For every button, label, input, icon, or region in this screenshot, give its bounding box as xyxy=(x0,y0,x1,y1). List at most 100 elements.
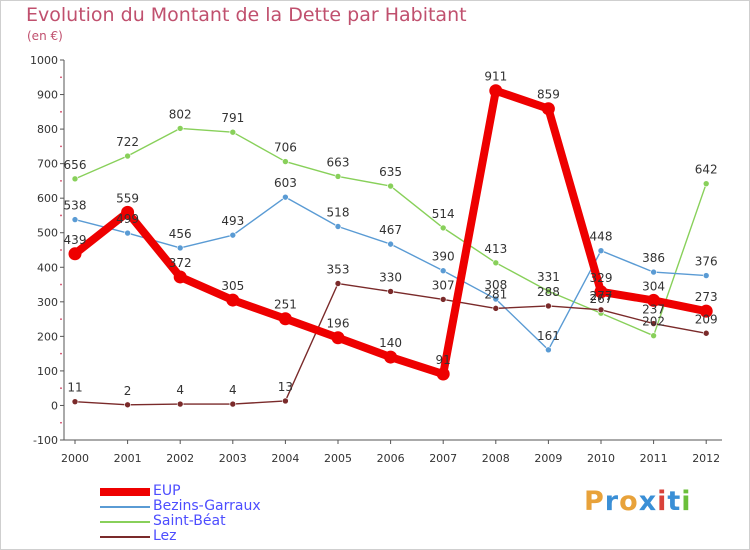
y-tick-label: -100 xyxy=(33,434,58,447)
data-label-lez: 237 xyxy=(642,303,665,317)
data-point-saint-b-at xyxy=(492,259,500,267)
data-point-eup xyxy=(278,312,292,326)
data-label-saint-b-at: 656 xyxy=(64,158,87,172)
data-label-bezins-garraux: 456 xyxy=(169,227,192,241)
data-label-lez: 11 xyxy=(67,381,82,395)
data-point-lez xyxy=(387,288,394,295)
logo-letter: i xyxy=(657,486,668,517)
x-tick-label: 2004 xyxy=(271,452,299,465)
data-point-saint-b-at xyxy=(71,175,79,183)
logo-letter: P xyxy=(584,486,605,517)
legend-item-lez: Lez xyxy=(100,528,350,544)
y-minor-tick xyxy=(60,283,62,286)
data-point-bezins-garraux xyxy=(439,267,447,275)
data-point-eup xyxy=(436,367,450,381)
data-point-saint-b-at xyxy=(334,173,342,180)
data-label-saint-b-at: 413 xyxy=(484,242,507,256)
x-tick-label: 2012 xyxy=(692,452,720,465)
data-label-lez: 4 xyxy=(176,383,184,397)
legend-item-saint-beat: Saint-Béat xyxy=(100,513,350,529)
legend: EUP Bezins-Garraux Saint-Béat Lez xyxy=(100,483,350,544)
y-tick-label: 700 xyxy=(37,158,58,171)
data-point-lez xyxy=(176,400,184,408)
data-point-lez xyxy=(71,398,79,405)
x-tick-label: 2010 xyxy=(587,452,615,465)
data-point-eup xyxy=(541,102,555,116)
data-label-bezins-garraux: 467 xyxy=(379,223,402,237)
x-tick-label: 2009 xyxy=(534,452,562,465)
data-point-saint-b-at xyxy=(282,158,289,165)
data-point-eup xyxy=(489,84,503,98)
data-label-bezins-garraux: 376 xyxy=(695,255,718,269)
y-tick-label: 400 xyxy=(37,261,58,274)
data-point-saint-b-at xyxy=(650,332,657,339)
data-label-eup: 911 xyxy=(484,70,507,84)
data-point-bezins-garraux xyxy=(492,295,500,303)
data-point-bezins-garraux xyxy=(334,223,342,230)
data-label-saint-b-at: 202 xyxy=(642,315,665,329)
y-tick-label: 300 xyxy=(37,296,58,309)
proxiti-logo: Proxiti xyxy=(584,486,692,517)
data-point-eup xyxy=(699,304,713,318)
data-point-eup xyxy=(594,285,608,299)
legend-label-bezins-garraux: Bezins-Garraux xyxy=(153,498,261,514)
chart-title: Evolution du Montant de la Dette par Hab… xyxy=(26,4,467,26)
data-label-bezins-garraux: 499 xyxy=(116,212,139,226)
data-label-eup: 140 xyxy=(379,336,402,350)
data-point-lez xyxy=(229,400,237,408)
y-minor-tick xyxy=(60,421,62,424)
data-label-bezins-garraux: 518 xyxy=(327,206,350,220)
data-label-saint-b-at: 706 xyxy=(274,141,297,155)
data-point-bezins-garraux xyxy=(702,272,710,279)
data-point-saint-b-at xyxy=(387,182,394,190)
data-point-eup xyxy=(384,350,398,364)
y-tick-label: 200 xyxy=(37,330,58,343)
data-label-saint-b-at: 791 xyxy=(221,111,244,125)
chart-subtitle: (en €) xyxy=(27,29,63,43)
data-point-lez xyxy=(439,296,447,303)
logo-letter: r xyxy=(604,486,620,517)
legend-swatch-saint-beat xyxy=(100,521,150,523)
legend-swatch-lez xyxy=(100,536,150,538)
data-point-bezins-garraux xyxy=(545,346,552,354)
y-minor-tick xyxy=(60,352,62,355)
data-point-eup xyxy=(226,293,240,307)
legend-label-saint-beat: Saint-Béat xyxy=(153,513,226,529)
data-label-eup: 273 xyxy=(695,290,718,304)
data-label-eup: 372 xyxy=(169,256,192,270)
data-label-eup: 305 xyxy=(221,279,244,293)
x-tick-label: 2000 xyxy=(61,452,89,465)
x-tick-label: 2008 xyxy=(482,452,510,465)
data-label-saint-b-at: 267 xyxy=(590,292,613,306)
data-point-eup xyxy=(121,205,135,219)
y-tick-label: 800 xyxy=(37,123,58,136)
data-label-bezins-garraux: 448 xyxy=(590,230,613,244)
data-label-eup: 439 xyxy=(64,233,87,247)
y-minor-tick xyxy=(60,145,62,148)
x-tick-label: 2002 xyxy=(166,452,194,465)
logo-letter: i xyxy=(681,486,692,517)
data-label-lez: 209 xyxy=(695,312,718,326)
data-label-saint-b-at: 331 xyxy=(537,270,560,284)
y-minor-tick xyxy=(60,214,62,217)
data-label-saint-b-at: 635 xyxy=(379,165,402,179)
data-label-saint-b-at: 514 xyxy=(432,207,455,221)
logo-letter: o xyxy=(619,486,639,517)
data-point-eup xyxy=(173,270,187,284)
y-minor-tick xyxy=(60,318,62,320)
data-point-bezins-garraux xyxy=(124,229,131,237)
y-tick-label: 0 xyxy=(51,399,58,412)
legend-swatch-eup xyxy=(100,488,150,496)
y-tick-label: 900 xyxy=(37,89,58,102)
data-point-eup xyxy=(647,293,661,307)
legend-swatch-bezins-garraux xyxy=(100,506,150,508)
data-point-bezins-garraux xyxy=(176,244,184,252)
data-label-bezins-garraux: 308 xyxy=(484,278,507,292)
data-point-saint-b-at xyxy=(176,125,184,132)
logo-letter: t xyxy=(667,486,682,517)
x-tick-label: 2011 xyxy=(640,452,668,465)
data-point-lez xyxy=(334,280,342,287)
data-point-bezins-garraux xyxy=(229,231,237,239)
